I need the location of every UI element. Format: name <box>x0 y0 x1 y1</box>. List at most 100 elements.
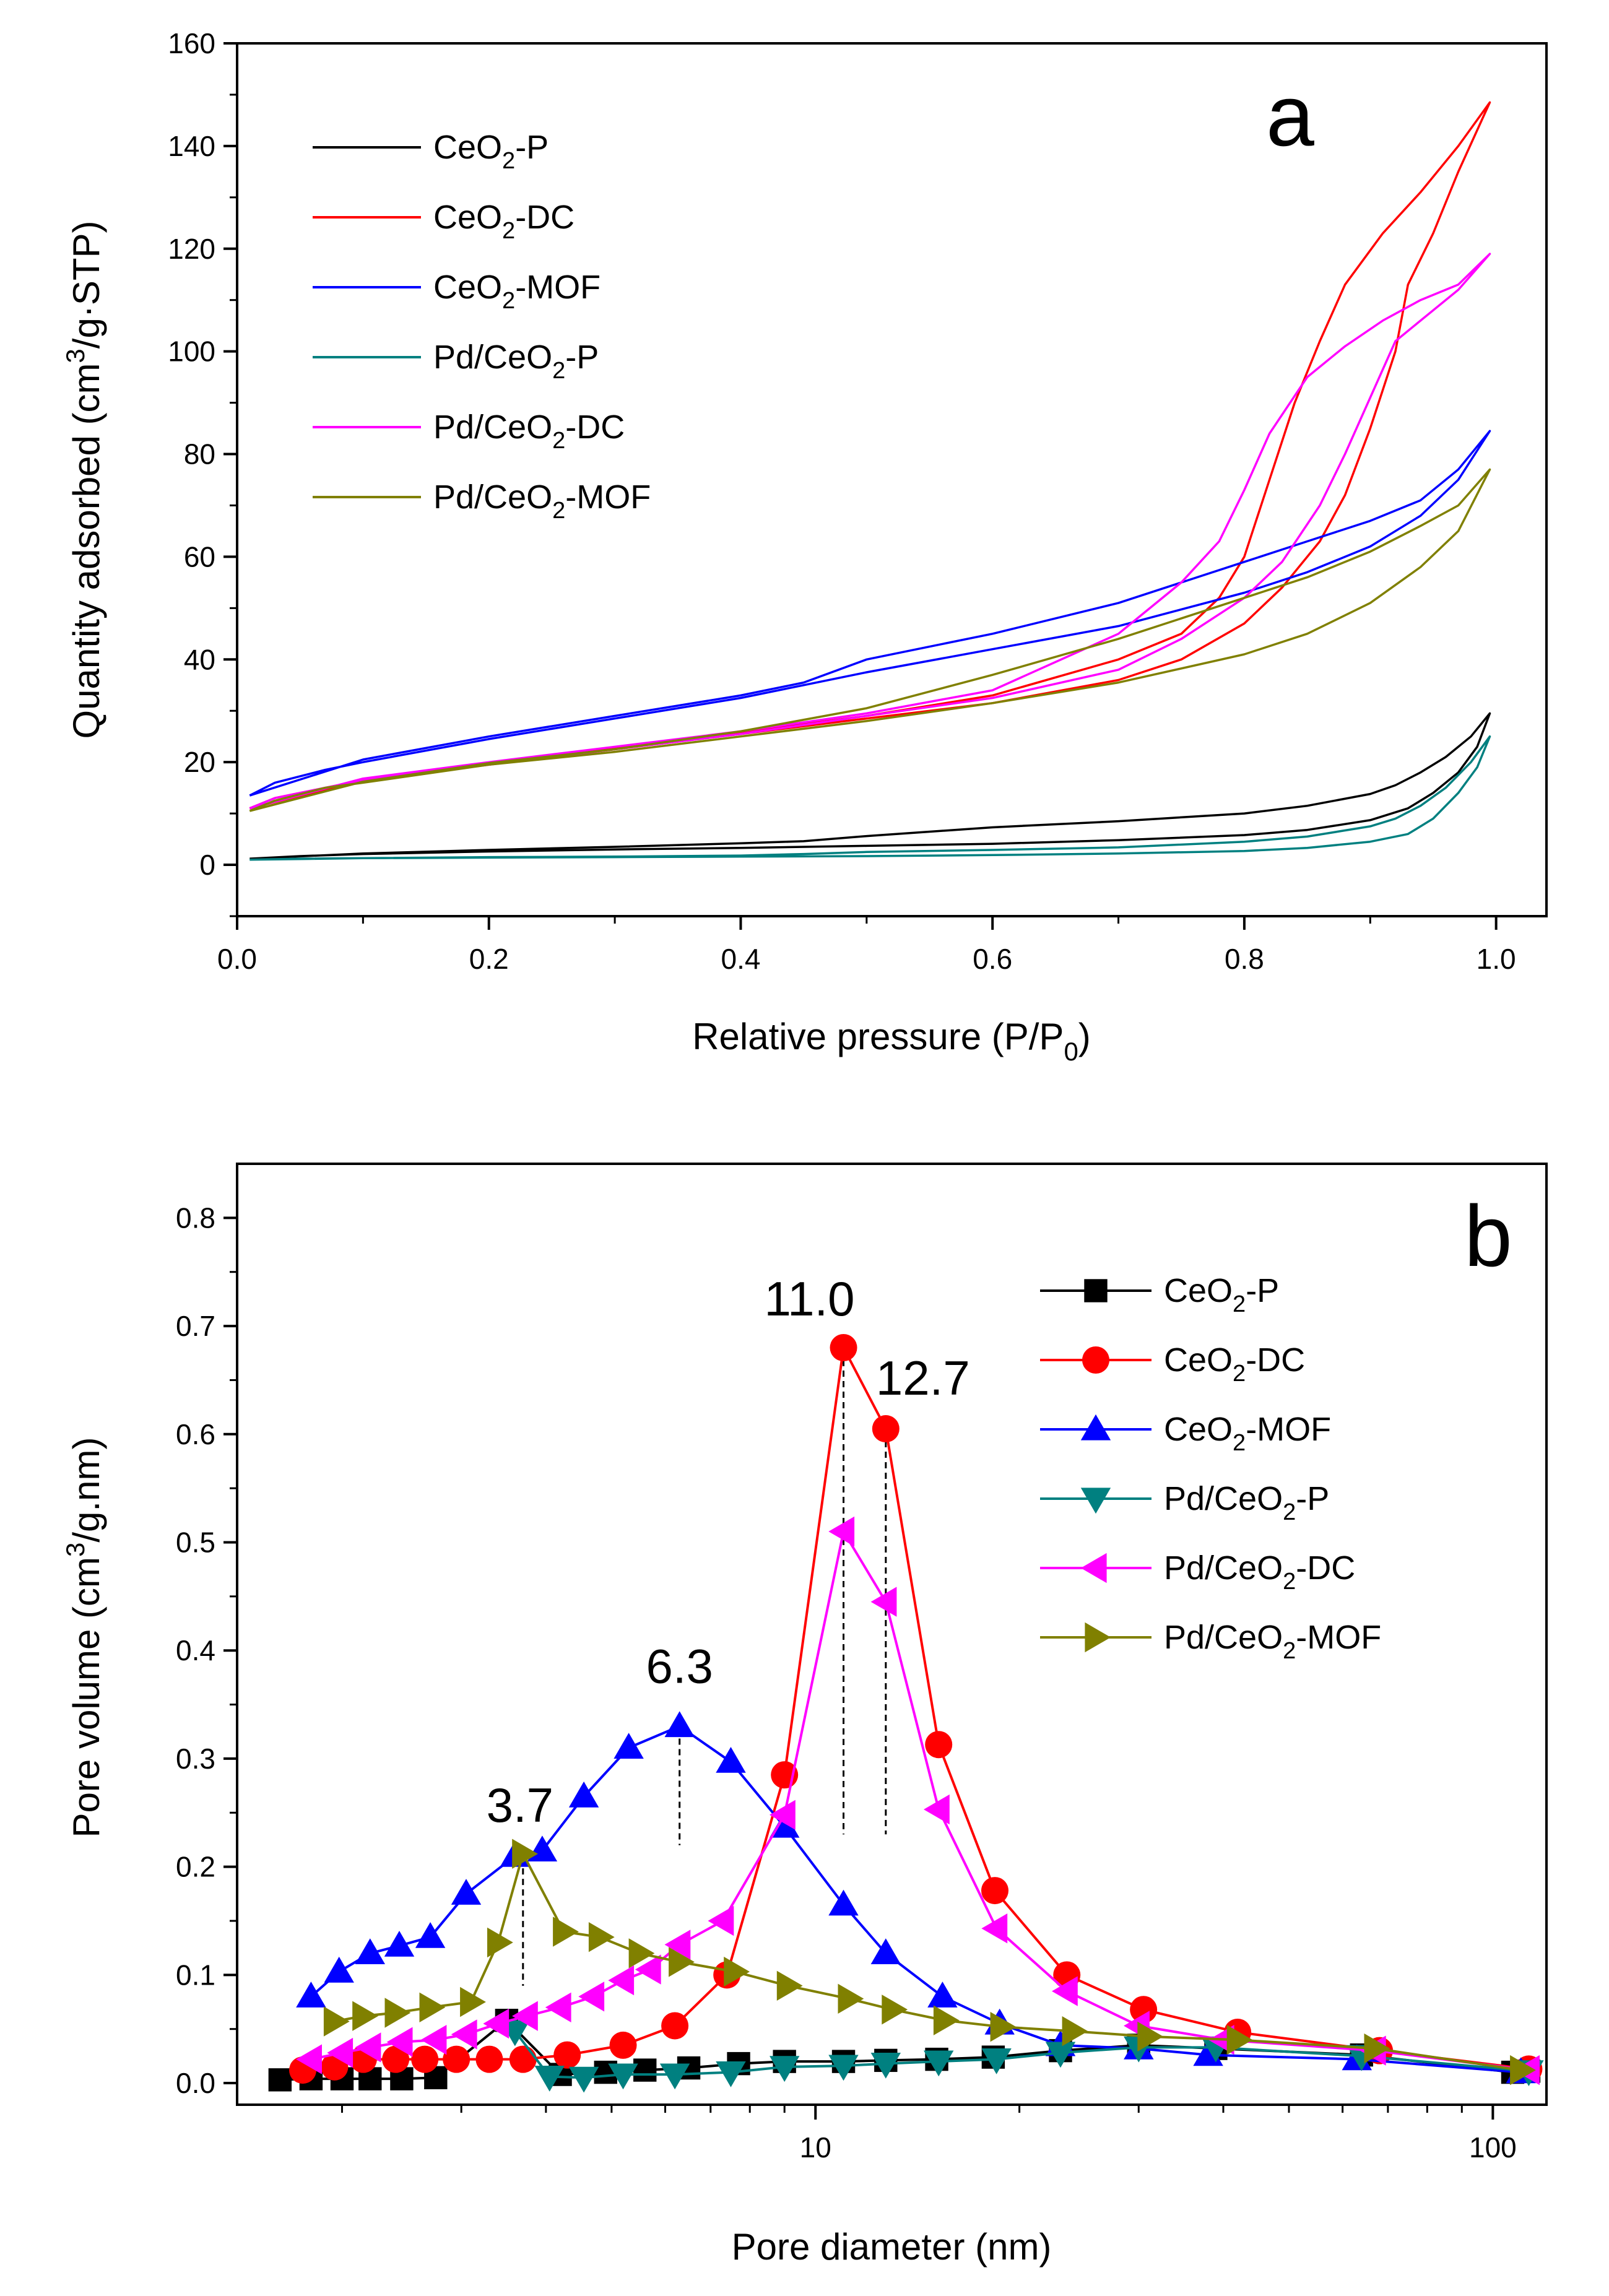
y-tick-label: 0.5 <box>176 1526 215 1558</box>
peak-label-6-3: 6.3 <box>646 1639 713 1694</box>
data-point-pd-ceo2-p <box>981 2048 1012 2074</box>
data-point-ceo2-dc <box>661 2012 689 2040</box>
y-tick-label: 0.2 <box>176 1851 215 1883</box>
y-tick-label: 140 <box>168 130 215 162</box>
isotherm-line-ceo2-mof <box>249 430 1491 797</box>
data-point-pd-ceo2-dc <box>578 1982 605 2012</box>
legend-label: CeO2-P <box>1164 1272 1279 1317</box>
data-point-pd-ceo2-mof <box>669 1947 695 1977</box>
legend-label: Pd/CeO2-DC <box>433 409 625 454</box>
data-point-pd-ceo2-mof <box>933 2005 960 2035</box>
peak-label-3-7: 3.7 <box>487 1778 553 1832</box>
data-point-pd-ceo2-mof <box>1226 2025 1253 2055</box>
series-line-pd-ceo2-mof <box>334 1852 1521 2072</box>
y-tick-label: 0.1 <box>176 1959 215 1991</box>
data-point-pd-ceo2-dc <box>664 1930 691 1960</box>
data-point-ceo2-mof <box>664 1711 695 1738</box>
series-pd-ceo2-dc <box>296 1516 1540 2086</box>
legend-label: Pd/CeO2-MOF <box>433 479 651 524</box>
data-point-pd-ceo2-dc <box>545 1992 571 2022</box>
data-point-pd-ceo2-p <box>659 2063 690 2090</box>
data-point-pd-ceo2-mof <box>628 1938 655 1969</box>
data-point-pd-ceo2-dc <box>512 2001 538 2031</box>
data-point-pd-ceo2-mof <box>460 1986 486 2017</box>
data-point-pd-ceo2-mof <box>776 1970 803 2001</box>
data-point-pd-ceo2-dc <box>924 1794 950 1825</box>
data-point-ceo2-mof <box>296 1982 326 2008</box>
data-point-pd-ceo2-mof <box>1062 2016 1088 2047</box>
data-point-pd-ceo2-dc <box>296 2044 322 2074</box>
data-point-ceo2-mof <box>384 1931 415 1957</box>
legend-marker <box>1080 1553 1107 1583</box>
isotherm-line-pd-ceo2-p <box>249 735 1491 861</box>
legend-label: CeO2-DC <box>433 199 575 244</box>
panel-b-letter: b <box>1464 1187 1512 1284</box>
isotherm-line-pd-ceo2-dc <box>249 253 1491 810</box>
legend-marker <box>1084 1279 1108 1302</box>
y-tick-label: 160 <box>168 27 215 59</box>
legend-label: CeO2-MOF <box>433 269 601 314</box>
legend-label: CeO2-DC <box>1164 1341 1305 1387</box>
data-point-pd-ceo2-dc <box>608 1965 635 1996</box>
panel-b-peak-annotations: 11.0 12.7 6.3 3.7 <box>487 1271 970 1832</box>
data-point-pd-ceo2-dc <box>708 1905 734 1936</box>
panel-a-x-axis-title: Relative pressure (P/P0) <box>692 1016 1091 1066</box>
isotherm-line-pd-ceo2-mof <box>249 468 1491 812</box>
x-tick-label: 0.6 <box>973 943 1012 975</box>
panel-a-legend: CeO2-P CeO2-DC CeO2-MOF Pd/CeO2-P Pd/CeO2-DC… <box>313 129 651 524</box>
data-point-ceo2-dc <box>872 1415 900 1443</box>
series-ceo2-mof <box>296 1711 1536 2084</box>
data-point-ceo2-mof <box>828 1889 859 1916</box>
legend-item-pd-ceo2-mof: Pd/CeO2-MOF <box>313 479 651 524</box>
series-line-pd-ceo2-p <box>514 2030 1529 2079</box>
legend-item-ceo2-dc: CeO2-DC <box>313 199 575 244</box>
y-tick-label: 60 <box>184 540 215 573</box>
legend-item-ceo2-mof: CeO2-MOF <box>313 269 601 314</box>
data-point-pd-ceo2-mof <box>882 1995 908 2025</box>
data-point-ceo2-mof <box>527 1835 558 1861</box>
x-tick-label: 0.8 <box>1225 943 1264 975</box>
y-tick-label: 0 <box>199 849 215 881</box>
legend-label: CeO2-P <box>433 129 549 174</box>
legend-item-pd-ceo2-mof: Pd/CeO2-MOF <box>1040 1619 1381 1664</box>
panel-a-series-group <box>249 101 1491 861</box>
panel-b-series-group <box>268 1334 1544 2093</box>
data-point-pd-ceo2-mof <box>512 1839 538 1869</box>
data-point-pd-ceo2-p <box>534 2066 565 2092</box>
legend-item-ceo2-p: CeO2-P <box>1040 1272 1279 1317</box>
isotherm-line-ceo2-p <box>249 712 1491 860</box>
panel-b-legend: CeO2-P CeO2-DC CeO2-MOF Pd/CeO2-P Pd/CeO2-DC… <box>1040 1272 1381 1664</box>
y-tick-label: 120 <box>168 233 215 265</box>
y-tick-label: 20 <box>184 746 215 778</box>
y-tick-label: 80 <box>184 438 215 470</box>
x-tick-label: 0.0 <box>217 943 257 975</box>
data-point-pd-ceo2-mof <box>352 2001 378 2031</box>
data-point-ceo2-mof <box>324 1956 354 1983</box>
panel-b-ticks: 10 100 0.0 0.1 0.2 0.3 0.4 0.5 0.6 0.7 0.8 <box>176 1202 1517 2164</box>
panel-a-y-axis-title: Quantity adsorbed (cm3/g·STP) <box>61 220 107 739</box>
y-tick-label: 100 <box>168 336 215 368</box>
data-point-pd-ceo2-dc <box>870 1587 897 1617</box>
data-point-pd-ceo2-dc <box>355 2032 381 2063</box>
data-point-ceo2-dc <box>382 2045 410 2073</box>
data-point-ceo2-p <box>268 2068 292 2092</box>
data-point-ceo2-mof <box>927 1982 958 2008</box>
legend-item-pd-ceo2-p: Pd/CeO2-P <box>313 339 599 384</box>
data-point-pd-ceo2-p <box>770 2056 800 2082</box>
y-tick-label: 0.4 <box>176 1634 215 1666</box>
series-line-ceo2-mof <box>310 1725 1521 2074</box>
peak-label-11-0: 11.0 <box>765 1271 855 1326</box>
legend-label: CeO2-MOF <box>1164 1411 1331 1456</box>
panel-b-plot-frame <box>236 1163 1548 2106</box>
legend-label: Pd/CeO2-P <box>1164 1480 1329 1525</box>
data-point-ceo2-mof <box>716 1747 746 1773</box>
data-point-ceo2-dc <box>1130 1996 1158 2024</box>
panel-a-ticks: 0.0 0.2 0.4 0.6 0.8 1.0 0 20 40 60 80 100 120 140 160 <box>168 27 1516 975</box>
data-point-pd-ceo2-dc <box>483 2008 510 2039</box>
x-tick-label: 1.0 <box>1477 943 1516 975</box>
data-point-pd-ceo2-p <box>828 2055 859 2081</box>
data-point-ceo2-dc <box>609 2031 637 2059</box>
data-point-ceo2-mof <box>870 1938 901 1964</box>
